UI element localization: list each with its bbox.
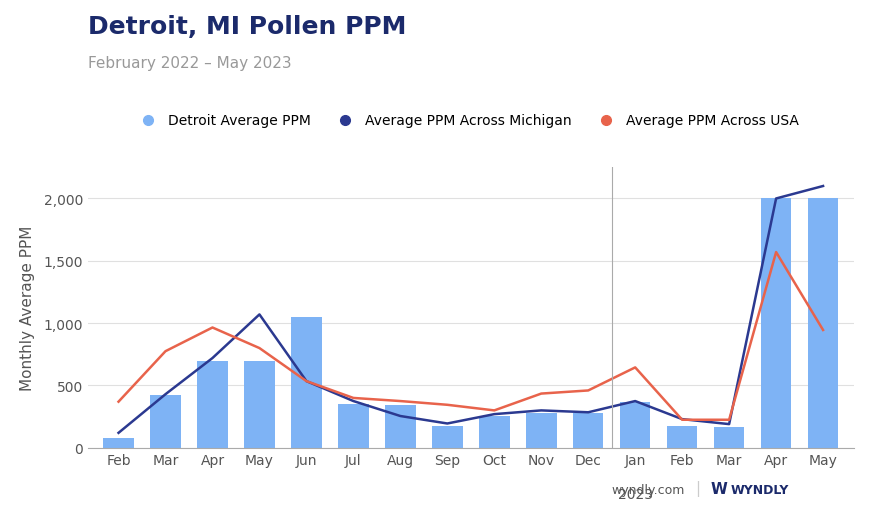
Text: February 2022 – May 2023: February 2022 – May 2023: [88, 56, 291, 71]
Bar: [526, 413, 556, 448]
Bar: [761, 199, 791, 448]
Text: 2023: 2023: [618, 487, 653, 501]
Bar: [197, 361, 228, 448]
Bar: [291, 317, 322, 448]
Text: WYNDLY: WYNDLY: [730, 484, 788, 496]
Bar: [714, 427, 744, 448]
Legend: Detroit Average PPM, Average PPM Across Michigan, Average PPM Across USA: Detroit Average PPM, Average PPM Across …: [128, 109, 804, 134]
Bar: [667, 426, 698, 448]
Text: W: W: [711, 482, 728, 496]
Bar: [573, 413, 604, 448]
Text: |: |: [695, 480, 700, 496]
Bar: [479, 416, 510, 448]
Bar: [432, 426, 463, 448]
Bar: [808, 199, 839, 448]
Bar: [103, 438, 134, 448]
Bar: [244, 361, 275, 448]
Bar: [385, 406, 415, 448]
Bar: [620, 402, 650, 448]
Bar: [338, 404, 369, 448]
Text: wyndly.com: wyndly.com: [612, 484, 685, 496]
Y-axis label: Monthly Average PPM: Monthly Average PPM: [20, 225, 35, 390]
Text: Detroit, MI Pollen PPM: Detroit, MI Pollen PPM: [88, 15, 407, 39]
Bar: [150, 395, 180, 448]
